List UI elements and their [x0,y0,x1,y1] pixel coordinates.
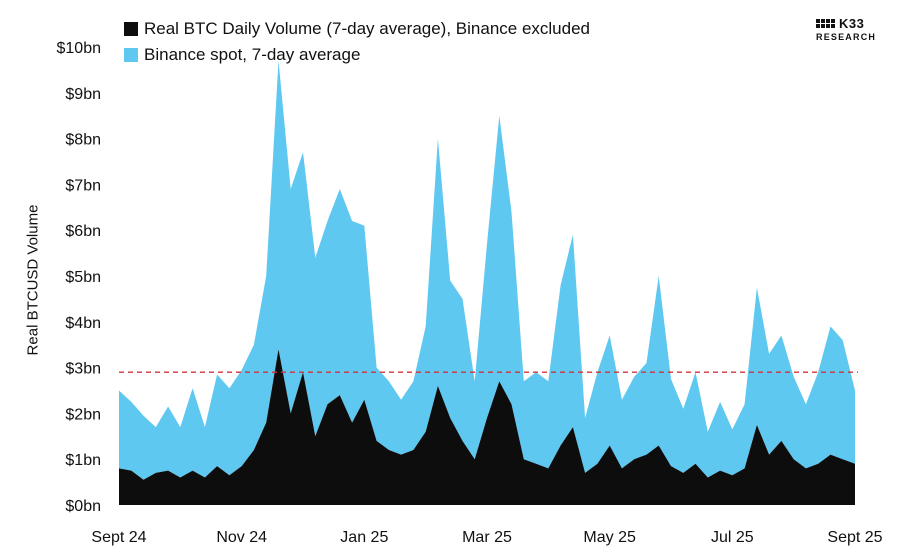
x-tick-label: May 25 [583,529,636,546]
y-tick-label: $7bn [65,177,101,194]
legend-item-binance: Binance spot, 7-day average [124,42,590,68]
y-tick-label: $0bn [65,498,101,515]
logo-brand: K33 [839,16,865,31]
logo-sub: RESEARCH [816,32,877,42]
x-tick-label: Sept 25 [827,529,882,546]
x-tick-label: Jul 25 [711,529,754,546]
legend-label-binance: Binance spot, 7-day average [144,45,361,64]
legend-item-real-volume: Real BTC Daily Volume (7-day average), B… [124,16,590,42]
k33-logo: K33 RESEARCH [816,16,876,42]
x-tick-label: Mar 25 [462,529,512,546]
logo-dots-icon [816,19,835,28]
y-tick-label: $8bn [65,132,101,149]
y-tick-label: $10bn [57,40,102,57]
x-tick-label: Jan 25 [340,529,388,546]
x-tick-label: Sept 24 [91,529,146,546]
y-tick-label: $6bn [65,223,101,240]
legend-label-real-volume: Real BTC Daily Volume (7-day average), B… [144,19,591,38]
real-volume-area [119,349,855,505]
y-tick-label: $5bn [65,269,101,286]
legend-swatch-blue [124,48,138,62]
y-tick-label: $3bn [65,361,101,378]
y-tick-label: $2bn [65,406,101,423]
y-axis-ticks: $0bn $1bn $2bn $3bn $4bn $5bn $6bn $7bn $8bn $9bn… [57,40,102,515]
y-tick-label: $4bn [65,315,101,332]
x-tick-label: Nov 24 [216,529,267,546]
x-axis-ticks: Sept 24 Nov 24 Jan 25 Mar 25 May 25 Jul 25 Sep… [91,529,882,546]
y-tick-label: $1bn [65,452,101,469]
chart-areas [119,60,855,505]
y-axis-label: Real BTCUSD Volume [24,204,42,356]
legend: Real BTC Daily Volume (7-day average), B… [124,16,590,68]
binance-area [119,60,855,480]
y-tick-label: $9bn [65,86,101,103]
legend-swatch-black [124,22,138,36]
